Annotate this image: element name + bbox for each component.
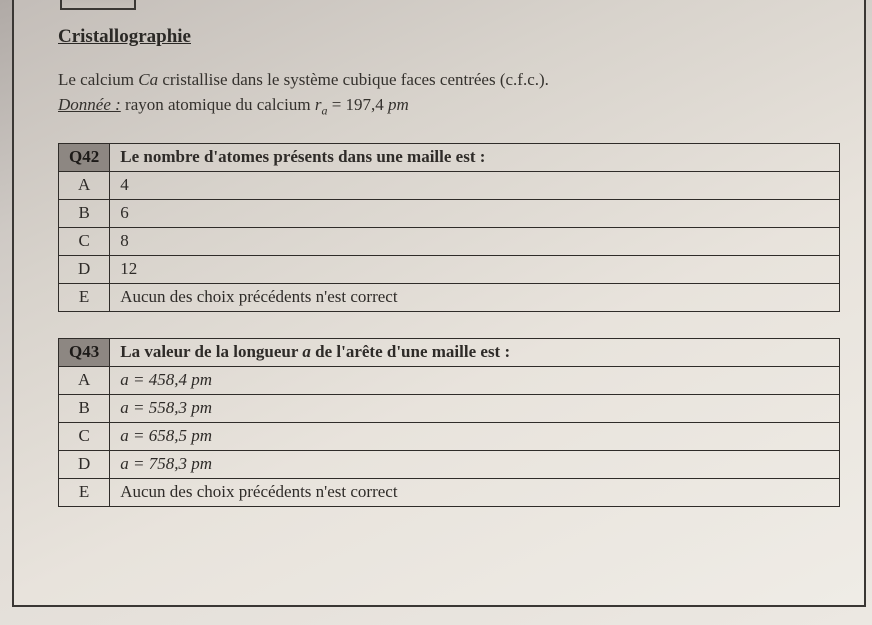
question-header-row: Q42 Le nombre d'atomes présents dans une… bbox=[59, 144, 840, 172]
option-row: E Aucun des choix précédents n'est corre… bbox=[59, 479, 840, 507]
option-letter: E bbox=[59, 479, 110, 507]
question-text-var: a bbox=[302, 342, 311, 361]
option-letter: D bbox=[59, 451, 110, 479]
given-text: rayon atomique du calcium bbox=[125, 95, 315, 114]
option-text: 12 bbox=[110, 256, 840, 284]
radius-value: = 197,4 bbox=[332, 95, 388, 114]
option-row: A a = 458,4 pm bbox=[59, 367, 840, 395]
page-frame: Cristallographie Le calcium Ca cristalli… bbox=[12, 0, 866, 607]
option-row: A 4 bbox=[59, 172, 840, 200]
option-letter: E bbox=[59, 284, 110, 312]
question-number: Q43 bbox=[59, 339, 110, 367]
question-text-suffix: de l'arête d'une maille est : bbox=[311, 342, 510, 361]
option-row: D a = 758,3 pm bbox=[59, 451, 840, 479]
option-row: E Aucun des choix précédents n'est corre… bbox=[59, 284, 840, 312]
option-letter: A bbox=[59, 367, 110, 395]
option-text: Aucun des choix précédents n'est correct bbox=[110, 284, 840, 312]
question-42-table: Q42 Le nombre d'atomes présents dans une… bbox=[58, 143, 840, 312]
option-text: a = 658,5 pm bbox=[110, 423, 840, 451]
option-letter: B bbox=[59, 200, 110, 228]
intro-text: cristallise dans le système cubique face… bbox=[162, 70, 549, 89]
question-header-row: Q43 La valeur de la longueur a de l'arêt… bbox=[59, 339, 840, 367]
option-text: 4 bbox=[110, 172, 840, 200]
option-row: B a = 558,3 pm bbox=[59, 395, 840, 423]
option-text: 8 bbox=[110, 228, 840, 256]
question-43-table: Q43 La valeur de la longueur a de l'arêt… bbox=[58, 338, 840, 507]
option-letter: B bbox=[59, 395, 110, 423]
header-stub bbox=[60, 0, 136, 10]
option-letter: D bbox=[59, 256, 110, 284]
option-letter: C bbox=[59, 228, 110, 256]
intro-text: Le calcium bbox=[58, 70, 138, 89]
element-symbol: Ca bbox=[138, 70, 158, 89]
section-title: Cristallographie bbox=[58, 26, 840, 48]
option-text: Aucun des choix précédents n'est correct bbox=[110, 479, 840, 507]
option-row: C 8 bbox=[59, 228, 840, 256]
intro-paragraph: Le calcium Ca cristallise dans le systèm… bbox=[58, 68, 840, 119]
option-row: D 12 bbox=[59, 256, 840, 284]
radius-unit: pm bbox=[388, 95, 409, 114]
option-letter: C bbox=[59, 423, 110, 451]
radius-subscript: a bbox=[321, 103, 327, 117]
question-text: Le nombre d'atomes présents dans une mai… bbox=[110, 144, 840, 172]
option-row: B 6 bbox=[59, 200, 840, 228]
given-label: Donnée : bbox=[58, 95, 121, 114]
question-number: Q42 bbox=[59, 144, 110, 172]
option-text: a = 758,3 pm bbox=[110, 451, 840, 479]
option-text: 6 bbox=[110, 200, 840, 228]
option-text: a = 558,3 pm bbox=[110, 395, 840, 423]
option-text: a = 458,4 pm bbox=[110, 367, 840, 395]
option-row: C a = 658,5 pm bbox=[59, 423, 840, 451]
question-text-prefix: La valeur de la longueur bbox=[120, 342, 302, 361]
question-text: La valeur de la longueur a de l'arête d'… bbox=[110, 339, 840, 367]
option-letter: A bbox=[59, 172, 110, 200]
